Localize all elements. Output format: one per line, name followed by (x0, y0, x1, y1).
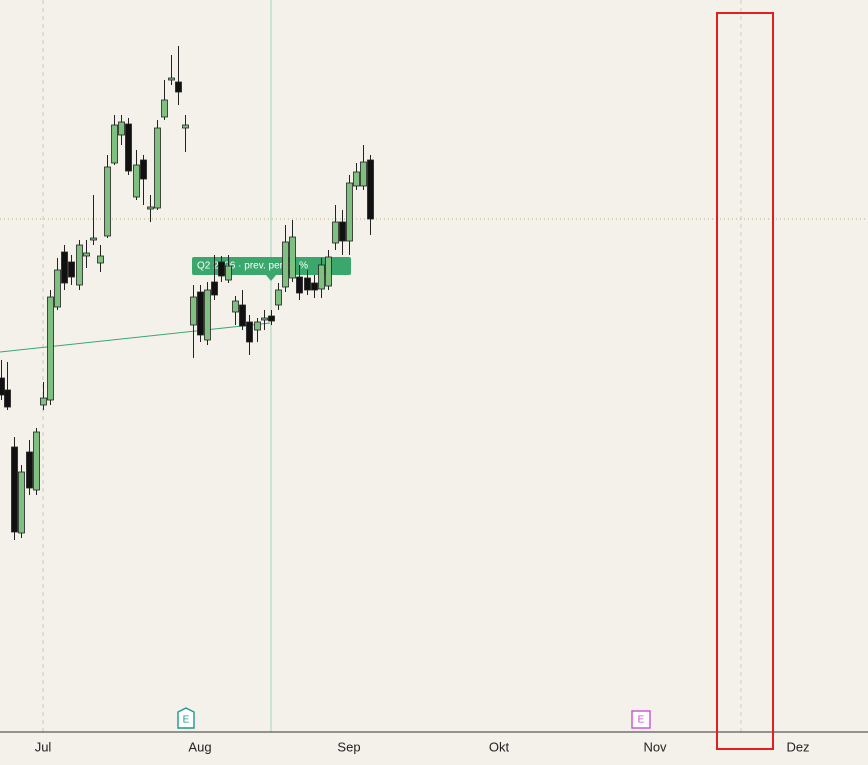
event-earnings: E (177, 707, 195, 729)
candle-body (318, 264, 325, 290)
candle-body (11, 446, 18, 533)
candle-body (125, 123, 132, 172)
candle-body (218, 261, 225, 277)
candle-body (33, 431, 40, 491)
trend-line (0, 322, 271, 353)
candle-body (325, 256, 332, 287)
candle-body (111, 124, 118, 164)
candle-body (133, 164, 140, 198)
tooltip-text: Q2 2026 · prev. period % (197, 261, 308, 272)
candle-body (47, 296, 54, 401)
candle-body (332, 221, 339, 244)
candle-body (289, 236, 296, 279)
candle-body (261, 317, 268, 321)
candle-body (90, 237, 97, 241)
candle-body (147, 206, 154, 210)
candle-body (68, 261, 75, 278)
candle-body (154, 127, 161, 209)
event-label: E (638, 715, 645, 726)
candle-body (339, 221, 346, 242)
candle-body (282, 241, 289, 288)
candle-body (40, 397, 47, 406)
candle-body (54, 269, 61, 308)
candles (0, 46, 374, 540)
candle-body (225, 265, 232, 281)
tooltip-pointer (266, 275, 276, 281)
candle-body (104, 166, 111, 237)
candle-body (268, 315, 275, 322)
candle-body (353, 171, 360, 187)
candle-body (18, 471, 25, 534)
candle-body (197, 291, 204, 336)
time-axis-label: Aug (188, 739, 211, 754)
time-axis-label: Dez (786, 739, 809, 754)
candle-body (97, 255, 104, 264)
candle-body (304, 277, 311, 291)
candle-body (4, 389, 11, 408)
time-axis: Jul Aug Sep Okt Nov Dez (35, 739, 810, 754)
time-axis-label: Sep (337, 739, 360, 754)
candle-body (246, 321, 253, 343)
candle-body (311, 282, 318, 291)
candle-body (190, 296, 197, 326)
candle-body (296, 276, 303, 294)
candle-body (140, 159, 147, 180)
candle-body (182, 124, 189, 129)
candle-body (346, 182, 353, 242)
candle-body (232, 300, 239, 313)
time-axis-label: Okt (489, 739, 510, 754)
candle-body (360, 161, 367, 187)
event-icon (177, 707, 195, 729)
candle-body (239, 304, 246, 327)
candle-body (275, 289, 282, 306)
candle-body (0, 377, 5, 396)
candle-body (26, 451, 33, 489)
candle-body (211, 281, 218, 296)
candle-body (118, 121, 125, 136)
candle-body (168, 77, 175, 81)
candle-body (367, 159, 374, 220)
candle-body (61, 251, 68, 284)
candle-body (83, 252, 90, 257)
candle-body (76, 244, 83, 286)
candle-body (175, 81, 182, 93)
event-icon (631, 710, 651, 729)
candle-body (161, 99, 168, 118)
time-axis-label: Nov (643, 739, 667, 754)
candle-body (254, 321, 261, 331)
highlight-box (716, 12, 774, 750)
event-earnings-upcoming: E (631, 710, 651, 729)
time-axis-label: Jul (35, 739, 52, 754)
candle-body (204, 289, 211, 341)
event-label: E (183, 715, 190, 726)
